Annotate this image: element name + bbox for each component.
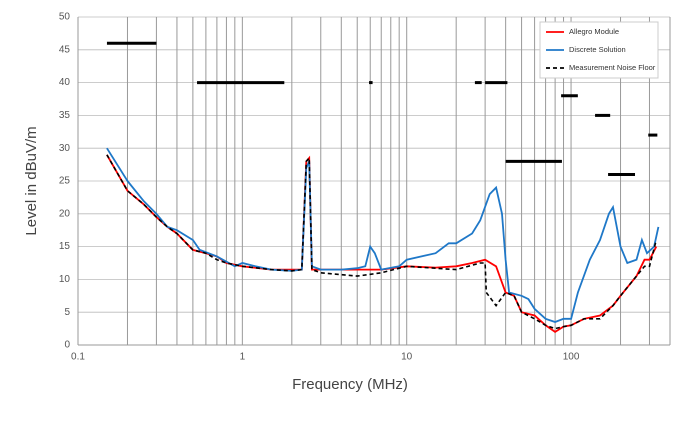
y-tick-label: 25 — [59, 176, 71, 187]
y-tick-label: 35 — [59, 110, 71, 121]
y-tick-label: 45 — [59, 44, 71, 55]
y-axis-label: Level in dBuV/m — [23, 126, 40, 235]
y-tick-label: 10 — [59, 274, 71, 285]
legend-label: Measurement Noise Floor — [569, 63, 656, 72]
series-line — [106, 154, 658, 330]
x-tick-label: 100 — [563, 352, 580, 363]
series-line — [106, 147, 660, 323]
legend-label: Allegro Module — [569, 27, 619, 36]
x-tick-label: 1 — [240, 352, 246, 363]
y-tick-label: 5 — [64, 307, 70, 318]
y-tick-label: 0 — [64, 340, 70, 351]
y-tick-label: 40 — [59, 77, 71, 88]
x-tick-label: 10 — [401, 352, 413, 363]
legend-label: Discrete Solution — [569, 45, 626, 54]
y-tick-label: 50 — [59, 12, 71, 23]
y-tick-label: 15 — [59, 241, 71, 252]
x-axis-label: Frequency (MHz) — [292, 376, 408, 393]
y-tick-label: 20 — [59, 208, 71, 219]
y-tick-label: 30 — [59, 143, 71, 154]
x-tick-label: 0.1 — [71, 352, 85, 363]
